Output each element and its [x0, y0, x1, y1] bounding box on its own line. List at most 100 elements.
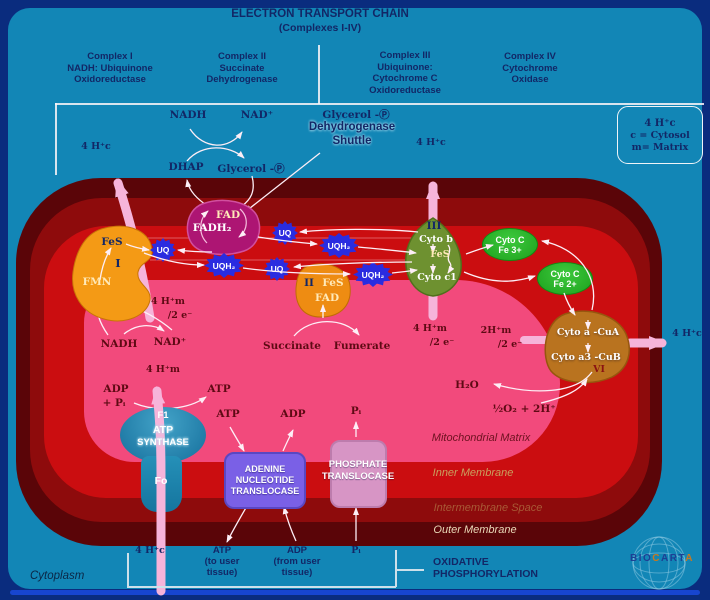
legend-box: 4 H⁺c c = Cytosol m= Matrix [617, 106, 703, 164]
shuttle-title-line1: Glycerol -Ⓟ [322, 109, 390, 121]
synthase-fo: Fo [154, 475, 168, 487]
complex1-fmn: FMN [82, 276, 112, 288]
header-complex1-line2: NADH: Ubiquinone [67, 62, 153, 74]
label-cytoplasm: Cytoplasm [30, 570, 85, 582]
label-atp-export: ATP (to user tissue) [205, 545, 240, 578]
synthase-name-line1: ATP [152, 424, 174, 436]
header-complex3-line4: Oxidoreductase [369, 84, 441, 96]
pt-line1: PHOSPHATE [328, 459, 388, 470]
header-complex3-line2: Ubiquinone: [377, 61, 433, 73]
cyto-c-fe2-line1: Cyto C [550, 268, 580, 279]
label-pi-synthase: + Pᵢ [102, 397, 126, 409]
adp-import-line1: ADP [286, 545, 308, 556]
ant-line1: ADENINE [244, 464, 286, 474]
adp-import-line3: tissue) [281, 567, 313, 578]
atp-export-line2: (to user [204, 556, 240, 567]
header-complex2-line1: Complex II [217, 51, 267, 62]
label-4hc-complex1: 4 H⁺c [81, 141, 111, 152]
cyto-c-fe2-blob: Cyto C Fe 2+ [537, 262, 593, 295]
label-glycerol-phosphate: Glycerol -Ⓟ [217, 163, 285, 175]
atp-export-line3: tissue) [206, 567, 238, 578]
label-nad-cytosol: NAD⁺ [240, 109, 274, 121]
bracket-left [127, 553, 129, 587]
complex3-protons: 4 H⁺m [413, 323, 447, 334]
complex1-numeral: I [115, 256, 121, 270]
label-succinate: Succinate [263, 340, 321, 352]
complex3-cyto-c1: Cyto c1 [417, 272, 457, 283]
complex4-numeral: VI [593, 364, 605, 375]
frame-bottom-highlight [10, 590, 700, 595]
complex3-fes: FeS [430, 249, 450, 260]
diagram-top-border [55, 103, 704, 105]
bracket-right [395, 550, 397, 587]
shuttle-blob-fadh2: FADH₂ [192, 222, 232, 234]
complex1-electrons: /2 e⁻ [167, 310, 193, 321]
label-water: H₂O [455, 379, 479, 391]
cyto-c-fe3-blob: Cyto C Fe 3+ [482, 228, 538, 261]
header-complex3-line1: Complex III [379, 50, 431, 61]
ant-line2: NUCLEOTIDE [235, 475, 295, 485]
logo-part1: BIO [629, 553, 653, 564]
uqh2-label: UQH₂ [212, 260, 236, 271]
label-atp-translocase: ATP [216, 408, 240, 420]
logo-part4: A [685, 553, 695, 564]
header-complex1: Complex I NADH: Ubiquinone Oxidoreductas… [67, 51, 153, 86]
biocarta-globe-icon [632, 536, 686, 590]
label-adp-synthase: ADP [103, 383, 129, 395]
label-oxidative-phosphorylation: OXIDATIVE PHOSPHORYLATION [433, 556, 538, 580]
phosphate-translocase [330, 440, 387, 508]
header-complex2: Complex II Succinate Dehydrogenase [206, 51, 277, 86]
complex3-electrons: /2 e⁻ [429, 337, 455, 348]
uqh2-label: UQH₂ [361, 269, 385, 280]
complex3-cyto-b: Cyto b [419, 234, 453, 245]
uqh2-label: UQH₂ [327, 240, 351, 251]
label-inner-membrane: Inner Membrane [432, 467, 514, 479]
shuttle-title-line3: Shuttle [332, 135, 372, 147]
shuttle-blob-fad: FAD [215, 209, 241, 221]
atp-export-line1: ATP [212, 545, 232, 556]
label-fumerate: Fumerate [333, 340, 391, 352]
cyto-c-fe2-line2: Fe 2+ [553, 278, 577, 289]
complex1-fes: FeS [101, 236, 123, 248]
synthase-f1: F1 [157, 410, 169, 421]
uq-label: UQ [156, 245, 170, 255]
complex2-fad: FAD [314, 292, 340, 304]
logo-part3: ART [660, 553, 686, 564]
label-atp-synthase: ATP [207, 383, 231, 395]
complex4-electrons: /2 e⁻ [497, 339, 523, 350]
label-outer-membrane: Outer Membrane [433, 524, 517, 536]
label-mitochondrial-matrix: Mitochondrial Matrix [431, 432, 531, 444]
oxphos-line1: OXIDATIVE [433, 556, 489, 568]
header-complex4-line2: Cytochrome [502, 62, 558, 74]
label-4hm-synthase: 4 H⁺m [146, 364, 180, 375]
bracket-connector [396, 569, 424, 571]
label-4hc-synthase: 4 H⁺c [135, 545, 165, 556]
complex4-protons: 2H⁺m [480, 325, 512, 336]
adenine-nucleotide-translocase: ADENINE NUCLEOTIDE TRANSLOCASE [224, 452, 306, 509]
oxphos-line2: PHOSPHORYLATION [433, 568, 539, 580]
uq-label: UQ [270, 264, 284, 274]
label-dhap: DHAP [168, 161, 204, 173]
label-intermembrane-space: Intermembrane Space [433, 502, 543, 514]
header-complex2-line3: Dehydrogenase [206, 74, 278, 85]
synthase-name-line2: SYNTHASE [137, 437, 189, 448]
complex4-cub: Cyto a3 -CuB [551, 352, 621, 363]
legend-protons: 4 H⁺c [644, 117, 676, 129]
uq-label: UQ [278, 228, 292, 238]
pt-line2: TRANSLOCASE [321, 470, 395, 482]
header-complex3: Complex III Ubiquinone: Cytochrome C Oxi… [369, 50, 441, 96]
header-complex4: Complex IV Cytochrome Oxidase [502, 51, 557, 86]
header-complex3-line3: Cytochrome C [372, 73, 438, 84]
adp-import-line2: (from user [273, 556, 321, 567]
legend-matrix: m= Matrix [631, 141, 689, 153]
label-adp-import: ADP (from user tissue) [274, 545, 321, 578]
bracket-bottom [127, 586, 396, 588]
complex1-protons: 4 H⁺m [151, 296, 185, 307]
header-complex1-line1: Complex I [87, 51, 133, 62]
shuttle-title-line2: Dehydrogenase [308, 121, 396, 133]
phosphate-translocase-label: PHOSPHATE TRANSLOCASE [322, 459, 394, 482]
complex2-fes: FeS [322, 277, 344, 289]
header-divider-line [318, 45, 320, 104]
label-pi-import: Pᵢ [351, 545, 361, 556]
complex4-cua: Cyto a -CuA [556, 327, 620, 338]
